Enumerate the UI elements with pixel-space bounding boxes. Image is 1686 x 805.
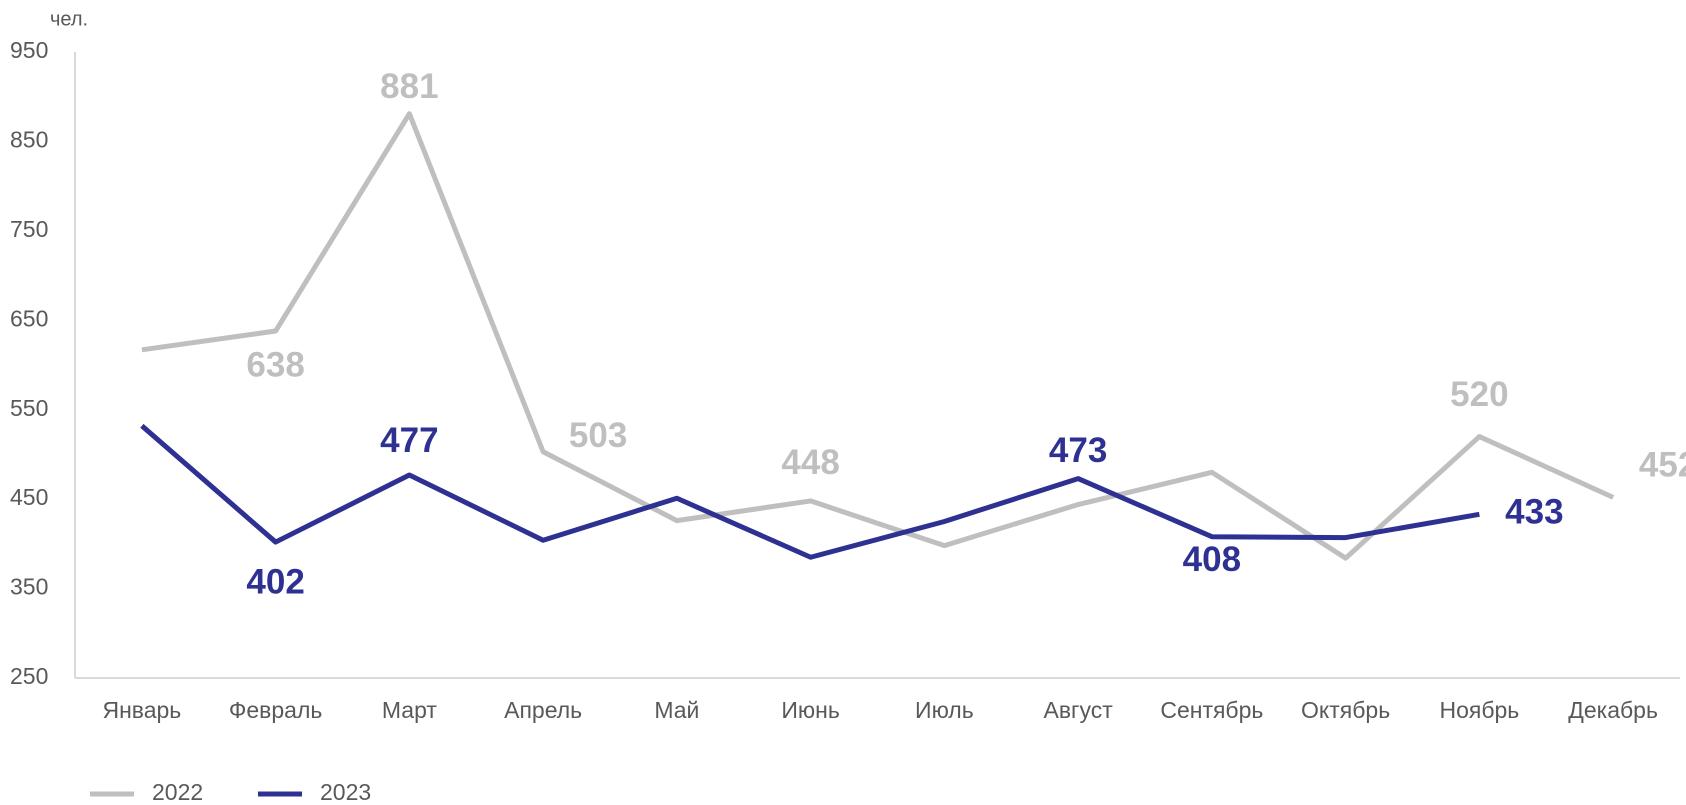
y-tick-label: 450 [10, 484, 48, 510]
data-label: 520 [1450, 375, 1508, 414]
data-label: 881 [380, 67, 438, 106]
line-series [141, 111, 1615, 561]
x-tick-label: Июнь [781, 697, 839, 723]
x-tick-label: Сентябрь [1160, 697, 1263, 723]
y-axis-label: чел. [50, 8, 88, 30]
y-tick-label: 350 [10, 574, 48, 600]
x-tick-label: Февраль [229, 697, 322, 723]
data-label: 503 [569, 416, 627, 455]
data-label: 408 [1183, 540, 1241, 579]
x-tick-label: Апрель [504, 697, 582, 723]
x-tick-label: Октябрь [1301, 697, 1390, 723]
x-tick-label: Март [382, 697, 437, 723]
x-tick-label: Июль [915, 697, 974, 723]
y-tick-label: 250 [10, 663, 48, 689]
x-tick-label: Декабрь [1568, 697, 1658, 723]
y-tick-label: 950 [10, 37, 48, 63]
data-label: 452 [1639, 446, 1686, 485]
legend-label: 2023 [320, 779, 371, 805]
y-tick-label: 550 [10, 395, 48, 421]
data-label: 448 [781, 443, 839, 482]
data-label: 402 [246, 562, 304, 601]
y-tick-label: 850 [10, 127, 48, 153]
y-tick-label: 650 [10, 305, 48, 331]
data-label: 473 [1049, 431, 1107, 470]
y-tick-label: 750 [10, 216, 48, 242]
data-label: 477 [380, 421, 438, 460]
x-tick-label: Май [654, 697, 699, 723]
x-tick-label: Январь [102, 697, 181, 723]
data-label: 433 [1505, 493, 1563, 532]
x-tick-label: Ноябрь [1439, 697, 1519, 723]
legend-label: 2022 [152, 779, 203, 805]
data-label: 638 [246, 345, 304, 384]
line-series [140, 423, 1480, 560]
x-tick-label: Август [1044, 697, 1114, 723]
